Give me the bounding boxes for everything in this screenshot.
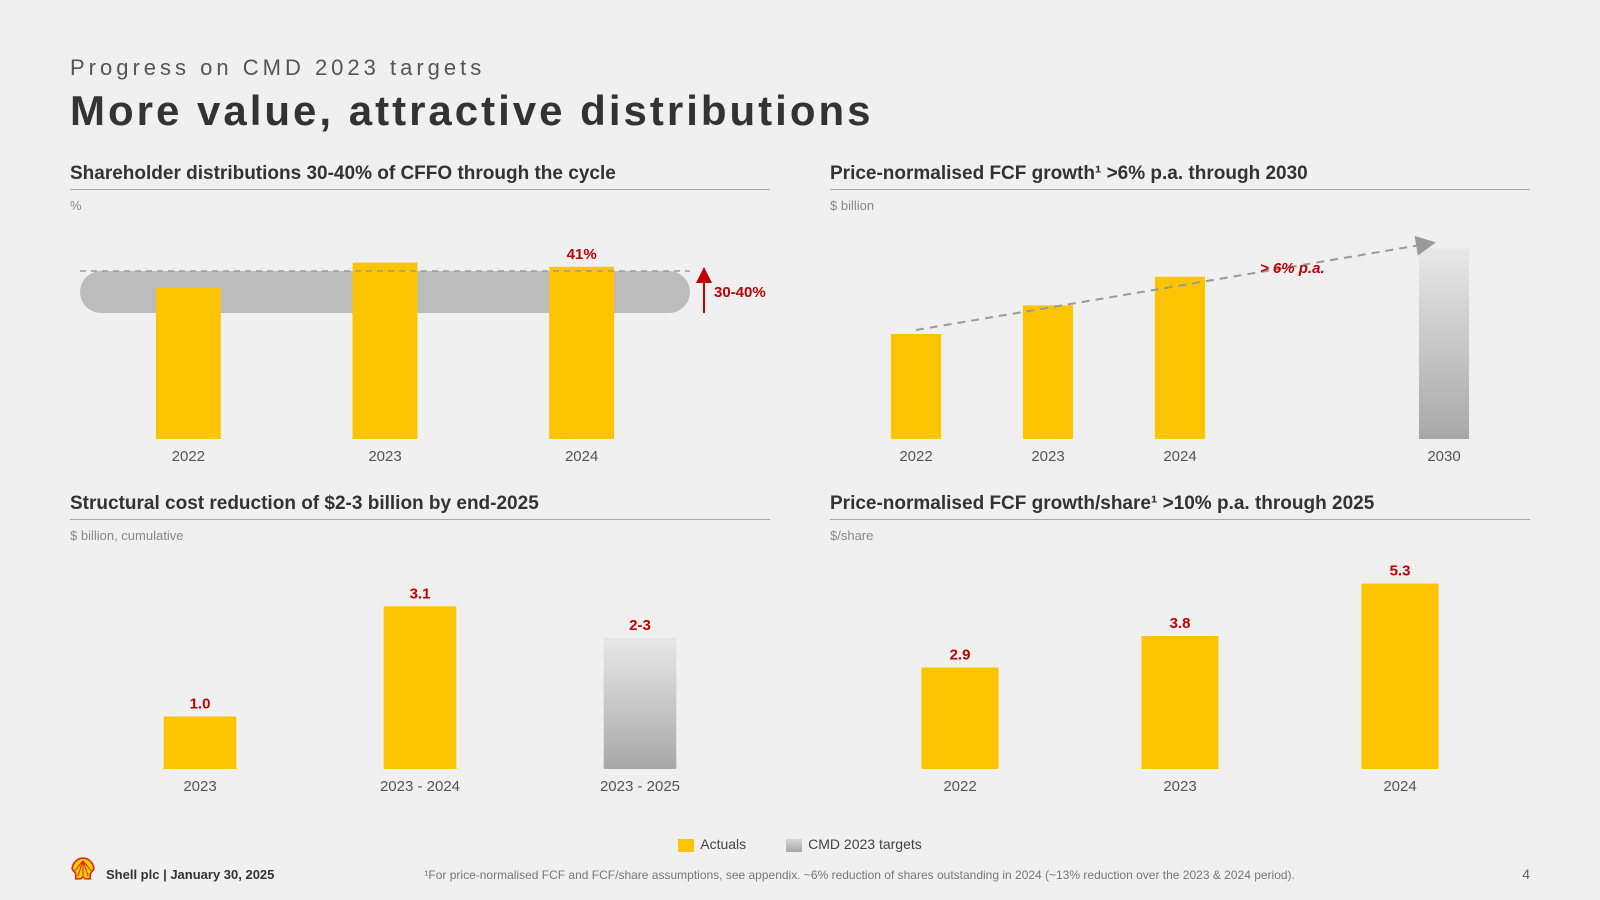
svg-text:3.8: 3.8 xyxy=(1170,615,1191,632)
slide-title: More value, attractive distributions xyxy=(70,87,1530,135)
chart3-title: Structural cost reduction of $2-3 billio… xyxy=(70,493,770,520)
svg-text:2023: 2023 xyxy=(1031,448,1064,465)
chart2-ylabel: $ billion xyxy=(830,198,1530,213)
svg-text:3.1: 3.1 xyxy=(410,585,431,602)
svg-text:> 6% p.a.: > 6% p.a. xyxy=(1260,260,1325,277)
svg-text:2022: 2022 xyxy=(943,778,976,795)
chart-panel-1: Shareholder distributions 30-40% of CFFO… xyxy=(70,163,770,473)
slide-pretitle: Progress on CMD 2023 targets xyxy=(70,55,1530,81)
svg-text:2024: 2024 xyxy=(565,448,598,465)
chart3-area: 1.0 2023 3.1 2023 - 2024 2-3 2023 - 2025 xyxy=(70,549,770,803)
chart-panel-2: Price-normalised FCF growth¹ >6% p.a. th… xyxy=(830,163,1530,473)
chart4-ylabel: $/share xyxy=(830,528,1530,543)
chart2-title: Price-normalised FCF growth¹ >6% p.a. th… xyxy=(830,163,1530,190)
chart3-svg: 1.0 2023 3.1 2023 - 2024 2-3 2023 - 2025 xyxy=(70,549,770,803)
chart-panel-3: Structural cost reduction of $2-3 billio… xyxy=(70,493,770,803)
chart4-svg: 2.9 2022 3.8 2023 5.3 2024 xyxy=(830,549,1530,803)
chart2-svg: 2022 2023 2024 2030 > 6% p.a. xyxy=(830,219,1530,473)
svg-text:2-3: 2-3 xyxy=(629,617,651,634)
chart-panel-4: Price-normalised FCF growth/share¹ >10% … xyxy=(830,493,1530,803)
svg-text:2030: 2030 xyxy=(1427,448,1460,465)
chart1-svg: 2022 2023 41% 2024 30-40% xyxy=(70,219,770,473)
svg-text:2022: 2022 xyxy=(899,448,932,465)
chart1-title: Shareholder distributions 30-40% of CFFO… xyxy=(70,163,770,190)
shell-logo-icon xyxy=(70,856,96,882)
footer-company: Shell plc | January 30, 2025 xyxy=(106,867,274,882)
chart4-area: 2.9 2022 3.8 2023 5.3 2024 xyxy=(830,549,1530,803)
chart4-title: Price-normalised FCF growth/share¹ >10% … xyxy=(830,493,1530,520)
svg-text:2023: 2023 xyxy=(1163,778,1196,795)
chart1-ylabel: % xyxy=(70,198,770,213)
legend-targets: CMD 2023 targets xyxy=(786,836,922,852)
footer-footnote: ¹For price-normalised FCF and FCF/share … xyxy=(424,868,1522,882)
chart2-area: 2022 2023 2024 2030 > 6% p.a. xyxy=(830,219,1530,473)
page-number: 4 xyxy=(1522,866,1530,882)
svg-text:30-40%: 30-40% xyxy=(714,284,766,301)
footer: Shell plc | January 30, 2025 ¹For price-… xyxy=(70,856,1530,882)
chart-grid: Shareholder distributions 30-40% of CFFO… xyxy=(70,163,1530,803)
chart1-area: 2022 2023 41% 2024 30-40% xyxy=(70,219,770,473)
svg-text:2023 - 2024: 2023 - 2024 xyxy=(380,778,460,795)
svg-text:2023 - 2025: 2023 - 2025 xyxy=(600,778,680,795)
svg-text:41%: 41% xyxy=(567,246,597,263)
svg-text:2022: 2022 xyxy=(172,448,205,465)
svg-text:2023: 2023 xyxy=(183,778,216,795)
legend: Actuals CMD 2023 targets xyxy=(0,836,1600,852)
svg-text:2024: 2024 xyxy=(1163,448,1196,465)
chart3-ylabel: $ billion, cumulative xyxy=(70,528,770,543)
svg-text:2024: 2024 xyxy=(1383,778,1416,795)
legend-actuals: Actuals xyxy=(678,836,746,852)
svg-text:5.3: 5.3 xyxy=(1390,563,1411,580)
legend-targets-label: CMD 2023 targets xyxy=(808,836,922,852)
svg-text:2023: 2023 xyxy=(368,448,401,465)
legend-actuals-label: Actuals xyxy=(700,836,746,852)
svg-text:2.9: 2.9 xyxy=(950,647,971,664)
svg-text:1.0: 1.0 xyxy=(190,696,211,713)
